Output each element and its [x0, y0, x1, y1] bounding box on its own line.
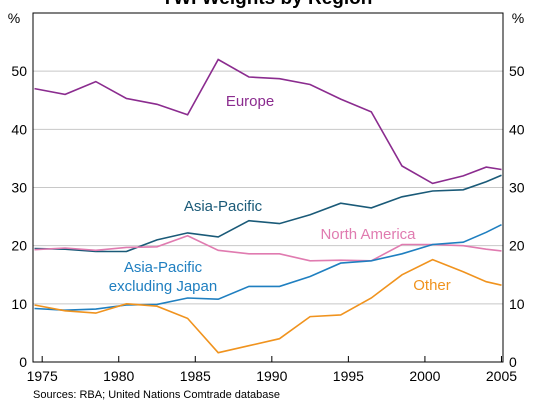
- plot-frame: [32, 12, 504, 363]
- y2-tick-label: 30: [509, 180, 525, 196]
- y2-tick-label: 0: [509, 354, 517, 370]
- x-tick-label: 1990: [256, 368, 287, 384]
- series-line: [34, 174, 502, 253]
- y-tick-label: 30: [11, 180, 27, 196]
- x-tick-label: 1975: [27, 368, 58, 384]
- series-line: [34, 234, 502, 262]
- series-line: [34, 58, 502, 185]
- y-tick-label: 50: [11, 63, 27, 79]
- series-label: Asia-Pacific excluding Japan: [109, 259, 217, 295]
- series-label-line: excluding Japan: [109, 278, 217, 295]
- chart-title: TWI Weights by Region: [162, 0, 373, 9]
- y-tick-label: 20: [11, 238, 27, 254]
- x-tick-label: 2000: [409, 368, 440, 384]
- series-label: North America: [320, 226, 416, 243]
- series-label: Asia-Pacific: [184, 198, 263, 215]
- y2-tick-label: 10: [509, 296, 525, 312]
- y-axis-label: %: [8, 10, 20, 26]
- series-label-line: Asia-Pacific: [124, 259, 203, 276]
- series-line: [34, 258, 502, 354]
- x-tick-label: 1985: [180, 368, 211, 384]
- y2-tick-label: 40: [509, 121, 525, 137]
- y2-tick-label: 20: [509, 238, 525, 254]
- y-tick-label: 0: [19, 354, 27, 370]
- y2-tick-label: 50: [509, 63, 525, 79]
- series-label: Europe: [226, 93, 274, 110]
- y-tick-label: 10: [11, 296, 27, 312]
- x-tick-label: 2005: [486, 368, 517, 384]
- source: Sources: RBA; United Nations Comtrade da…: [33, 389, 280, 401]
- x-tick-label: 1995: [333, 368, 364, 384]
- y2-axis-label: %: [512, 10, 524, 26]
- series-label: Other: [413, 277, 451, 294]
- series-line: [34, 223, 502, 312]
- y-tick-label: 40: [11, 121, 27, 137]
- x-tick-label: 1980: [103, 368, 134, 384]
